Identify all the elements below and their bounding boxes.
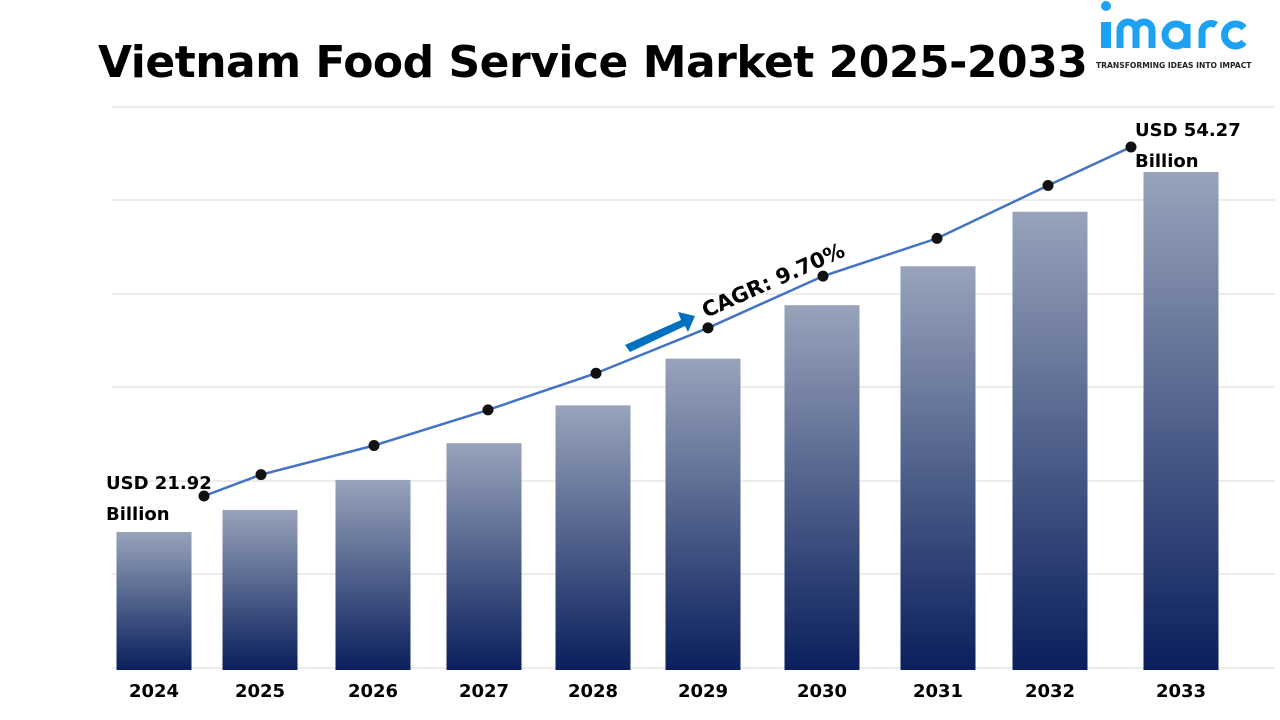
x-tick-label: 2025 [235,681,285,702]
chart-title: Vietnam Food Service Market 2025-2033 [98,37,1088,88]
trend-point-2030 [817,270,829,282]
imarc-logo: TRANSFORMING IDEAS INTO IMPACT [1096,1,1252,70]
x-tick-label: 2030 [797,681,847,702]
end-value-label: USD 54.27 [1135,120,1241,141]
x-tick-label: 2027 [459,681,509,702]
bar-2032 [1012,211,1088,671]
x-tick-label: 2026 [348,681,398,702]
trend-point-2031 [931,232,943,244]
x-tick-label: 2029 [678,681,728,702]
x-tick-label: 2031 [913,681,963,702]
start-value-label: USD 21.92 [106,473,212,494]
trend-point-2025 [255,469,267,481]
bar-2028 [555,405,631,670]
cagr-arrow-icon [625,312,695,352]
trend-point-2028 [590,367,602,379]
x-tick-label: 2033 [1156,681,1206,702]
trend-line [203,145,1132,498]
bar-2024 [116,532,192,670]
bar-2025 [222,509,298,670]
bar-2026 [335,479,411,670]
trend-point-2027 [482,404,494,416]
x-tick-label: 2032 [1025,681,1075,702]
trend-point-2024 [198,490,210,502]
x-tick-label: 2024 [129,681,179,702]
bar-2029 [665,358,741,670]
end-unit-label: Billion [1135,151,1199,172]
x-tick-label: 2028 [568,681,618,702]
bar-2033 [1143,172,1219,670]
trend-point-2029 [702,322,714,334]
svg-text:TRANSFORMING IDEAS INTO IMPACT: TRANSFORMING IDEAS INTO IMPACT [1096,61,1252,70]
bar-2030 [784,305,860,670]
trend-point-2032 [1042,180,1054,192]
bar-2027 [446,443,522,670]
trend-point-2033 [1125,141,1137,153]
start-unit-label: Billion [106,504,170,525]
bar-2031 [900,266,976,670]
trend-point-2026 [368,440,380,452]
